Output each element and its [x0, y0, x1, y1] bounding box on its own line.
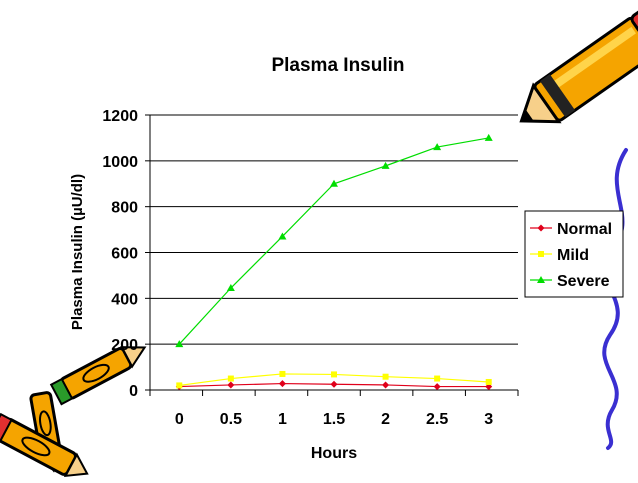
- chart-title: Plasma Insulin: [271, 55, 404, 76]
- legend: Normal Mild Severe: [524, 210, 624, 298]
- series-line-severe: [178, 137, 489, 345]
- data-point-mild: [485, 378, 492, 385]
- legend-label-normal: Normal: [557, 221, 612, 238]
- data-point-severe: [278, 232, 287, 240]
- data-point-severe: [433, 143, 442, 151]
- data-point-normal: [278, 380, 286, 388]
- y-tick-label: 400: [111, 291, 138, 308]
- data-point-normal: [433, 383, 441, 391]
- legend-marker-mild: [538, 251, 544, 257]
- x-tick-label: 1: [278, 411, 287, 428]
- data-point-normal: [330, 380, 338, 388]
- y-tick-label: 1000: [102, 154, 138, 171]
- data-point-severe: [484, 133, 493, 141]
- pencil-icon: [519, 9, 638, 124]
- data-point-mild: [434, 375, 441, 382]
- y-tick-label: 600: [111, 246, 138, 263]
- data-point-severe: [330, 179, 338, 187]
- data-point-mild: [227, 375, 234, 382]
- y-tick-label: 0: [129, 383, 138, 400]
- legend-label-mild: Mild: [557, 247, 589, 264]
- y-axis-label: Plasma Insulin (µU/dl): [69, 174, 86, 330]
- x-tick-label: 2: [381, 411, 390, 428]
- x-tick-label: 3: [484, 411, 493, 428]
- data-point-normal: [382, 381, 390, 389]
- crayons-icon: [0, 346, 147, 477]
- series-normal: [175, 380, 493, 391]
- data-point-mild: [382, 373, 389, 380]
- x-tick-label: 2.5: [426, 411, 448, 428]
- x-axis-label: Hours: [311, 445, 357, 462]
- data-point-severe: [381, 161, 390, 169]
- legend-marker-severe: [537, 276, 545, 283]
- legend-label-severe: Severe: [557, 273, 610, 290]
- series-severe: [175, 133, 493, 348]
- legend-marker-normal: [537, 224, 545, 232]
- data-point-normal: [227, 381, 235, 389]
- data-point-severe: [226, 284, 235, 292]
- x-tick-label: 1.5: [323, 411, 345, 428]
- x-tick-label: 0.5: [220, 411, 242, 428]
- y-tick-label: 800: [111, 200, 138, 217]
- gridlines: [150, 114, 518, 345]
- squiggle-line-icon: [602, 148, 628, 450]
- y-tick-label: 200: [111, 337, 138, 354]
- data-point-mild: [279, 370, 286, 377]
- x-tick-label: 0: [175, 411, 184, 428]
- series: [175, 133, 493, 391]
- y-tick-label: 1200: [102, 108, 138, 125]
- data-point-severe: [175, 340, 184, 348]
- data-point-mild: [331, 371, 337, 378]
- data-point-mild: [176, 382, 183, 389]
- axes: 0 200 400 600 800 1000 1200 0 0.5 1 1.5 2 2.5 3: [102, 108, 519, 428]
- series-mild: [176, 370, 492, 389]
